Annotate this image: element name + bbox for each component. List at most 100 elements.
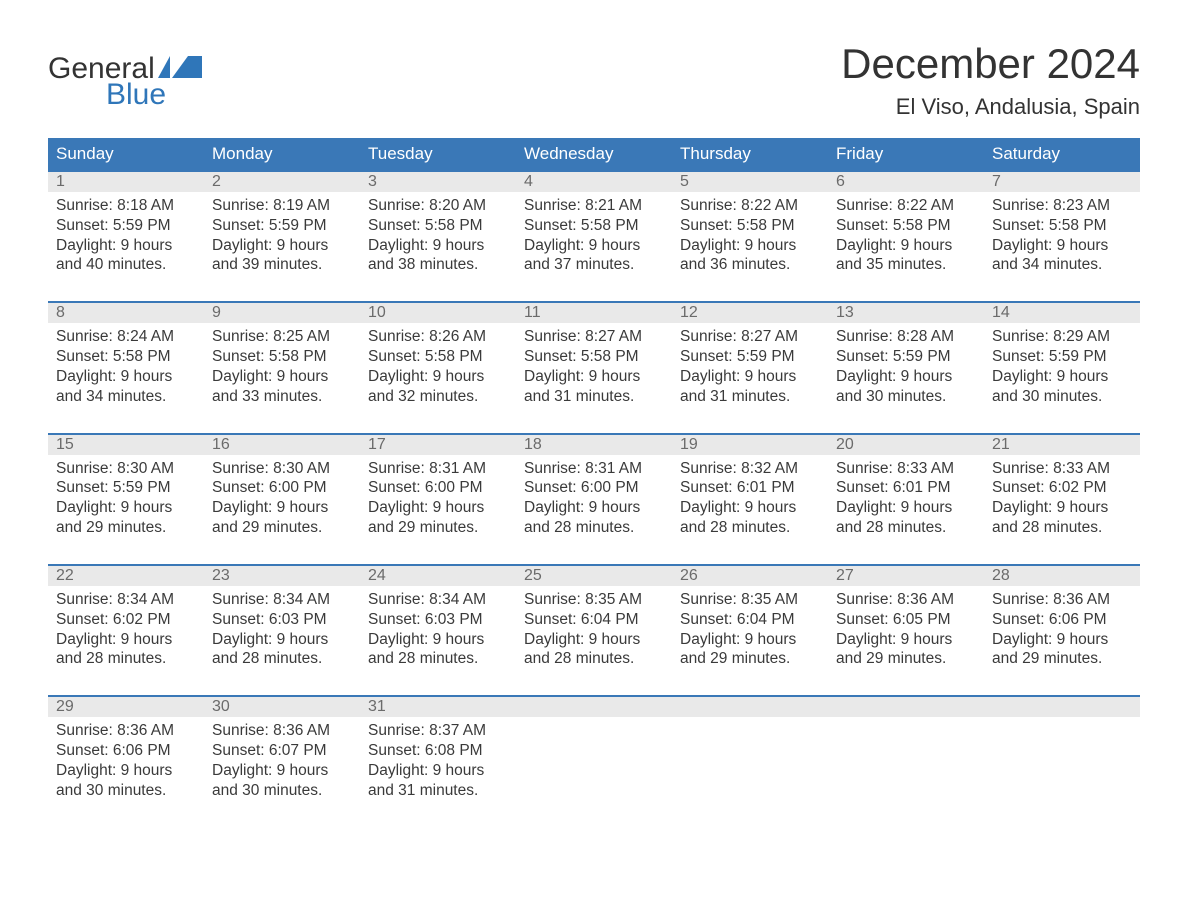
daylight-line-2: and 28 minutes. xyxy=(524,649,664,669)
day-cell: Sunrise: 8:31 AMSunset: 6:00 PMDaylight:… xyxy=(360,455,516,538)
sunset-line: Sunset: 5:58 PM xyxy=(368,347,508,367)
sunrise-line: Sunrise: 8:36 AM xyxy=(212,721,352,741)
daynum-strip: 293031 xyxy=(48,697,1140,717)
day-cell: Sunrise: 8:30 AMSunset: 5:59 PMDaylight:… xyxy=(48,455,204,538)
daylight-line-1: Daylight: 9 hours xyxy=(212,236,352,256)
daylight-line-1: Daylight: 9 hours xyxy=(836,498,976,518)
daylight-line-1: Daylight: 9 hours xyxy=(56,498,196,518)
daylight-line-1: Daylight: 9 hours xyxy=(368,630,508,650)
weekday-cell: Saturday xyxy=(984,138,1140,170)
daylight-line-1: Daylight: 9 hours xyxy=(524,630,664,650)
sunset-line: Sunset: 5:58 PM xyxy=(524,347,664,367)
daynum-cell xyxy=(516,697,672,717)
daynum-cell: 29 xyxy=(48,697,204,717)
daylight-line-1: Daylight: 9 hours xyxy=(368,498,508,518)
daylight-line-2: and 28 minutes. xyxy=(212,649,352,669)
sunrise-line: Sunrise: 8:30 AM xyxy=(56,459,196,479)
daylight-line-2: and 29 minutes. xyxy=(992,649,1132,669)
sunset-line: Sunset: 5:58 PM xyxy=(56,347,196,367)
sunset-line: Sunset: 5:59 PM xyxy=(56,478,196,498)
sunrise-line: Sunrise: 8:28 AM xyxy=(836,327,976,347)
daynum-cell: 10 xyxy=(360,303,516,323)
week-body-row: Sunrise: 8:30 AMSunset: 5:59 PMDaylight:… xyxy=(48,455,1140,564)
daynum-cell: 28 xyxy=(984,566,1140,586)
sunrise-line: Sunrise: 8:34 AM xyxy=(368,590,508,610)
sunset-line: Sunset: 5:58 PM xyxy=(836,216,976,236)
sunrise-line: Sunrise: 8:21 AM xyxy=(524,196,664,216)
logo: General Blue xyxy=(48,54,202,110)
daylight-line-2: and 38 minutes. xyxy=(368,255,508,275)
daylight-line-2: and 35 minutes. xyxy=(836,255,976,275)
daylight-line-2: and 40 minutes. xyxy=(56,255,196,275)
daylight-line-1: Daylight: 9 hours xyxy=(368,761,508,781)
sunset-line: Sunset: 6:00 PM xyxy=(524,478,664,498)
daylight-line-1: Daylight: 9 hours xyxy=(992,367,1132,387)
daynum-cell xyxy=(984,697,1140,717)
sunset-line: Sunset: 6:01 PM xyxy=(680,478,820,498)
location: El Viso, Andalusia, Spain xyxy=(841,94,1140,120)
day-cell: Sunrise: 8:34 AMSunset: 6:03 PMDaylight:… xyxy=(204,586,360,669)
sunrise-line: Sunrise: 8:31 AM xyxy=(368,459,508,479)
day-cell: Sunrise: 8:37 AMSunset: 6:08 PMDaylight:… xyxy=(360,717,516,800)
daylight-line-1: Daylight: 9 hours xyxy=(992,236,1132,256)
daynum-strip: 15161718192021 xyxy=(48,435,1140,455)
sunset-line: Sunset: 6:00 PM xyxy=(212,478,352,498)
daynum-cell: 7 xyxy=(984,172,1140,192)
sunset-line: Sunset: 6:03 PM xyxy=(368,610,508,630)
daylight-line-1: Daylight: 9 hours xyxy=(368,236,508,256)
day-cell: Sunrise: 8:32 AMSunset: 6:01 PMDaylight:… xyxy=(672,455,828,538)
sunset-line: Sunset: 5:58 PM xyxy=(524,216,664,236)
daylight-line-2: and 30 minutes. xyxy=(992,387,1132,407)
week-body-row: Sunrise: 8:18 AMSunset: 5:59 PMDaylight:… xyxy=(48,192,1140,301)
day-cell xyxy=(516,717,672,800)
sunset-line: Sunset: 6:02 PM xyxy=(992,478,1132,498)
daynum-cell: 17 xyxy=(360,435,516,455)
sunset-line: Sunset: 5:59 PM xyxy=(212,216,352,236)
daylight-line-1: Daylight: 9 hours xyxy=(836,367,976,387)
sunrise-line: Sunrise: 8:36 AM xyxy=(992,590,1132,610)
daylight-line-1: Daylight: 9 hours xyxy=(524,498,664,518)
daylight-line-2: and 39 minutes. xyxy=(212,255,352,275)
sunrise-line: Sunrise: 8:20 AM xyxy=(368,196,508,216)
daylight-line-1: Daylight: 9 hours xyxy=(524,236,664,256)
weeks-container: 1234567Sunrise: 8:18 AMSunset: 5:59 PMDa… xyxy=(48,170,1140,827)
daylight-line-1: Daylight: 9 hours xyxy=(56,630,196,650)
week-block: 22232425262728Sunrise: 8:34 AMSunset: 6:… xyxy=(48,564,1140,695)
sunset-line: Sunset: 6:08 PM xyxy=(368,741,508,761)
sunset-line: Sunset: 6:02 PM xyxy=(56,610,196,630)
sunset-line: Sunset: 5:59 PM xyxy=(680,347,820,367)
daynum-cell: 8 xyxy=(48,303,204,323)
daylight-line-2: and 30 minutes. xyxy=(212,781,352,801)
daylight-line-2: and 31 minutes. xyxy=(524,387,664,407)
daynum-cell: 2 xyxy=(204,172,360,192)
day-cell: Sunrise: 8:36 AMSunset: 6:07 PMDaylight:… xyxy=(204,717,360,800)
daylight-line-1: Daylight: 9 hours xyxy=(56,761,196,781)
sunset-line: Sunset: 6:06 PM xyxy=(56,741,196,761)
sunset-line: Sunset: 6:05 PM xyxy=(836,610,976,630)
day-cell: Sunrise: 8:34 AMSunset: 6:03 PMDaylight:… xyxy=(360,586,516,669)
daylight-line-2: and 28 minutes. xyxy=(524,518,664,538)
day-cell: Sunrise: 8:19 AMSunset: 5:59 PMDaylight:… xyxy=(204,192,360,275)
header: General Blue December 2024 El Viso, Anda… xyxy=(48,40,1140,120)
daylight-line-1: Daylight: 9 hours xyxy=(212,761,352,781)
daylight-line-2: and 28 minutes. xyxy=(368,649,508,669)
daylight-line-2: and 31 minutes. xyxy=(368,781,508,801)
day-cell xyxy=(984,717,1140,800)
daynum-cell: 27 xyxy=(828,566,984,586)
daylight-line-2: and 34 minutes. xyxy=(56,387,196,407)
sunrise-line: Sunrise: 8:34 AM xyxy=(212,590,352,610)
day-cell: Sunrise: 8:22 AMSunset: 5:58 PMDaylight:… xyxy=(828,192,984,275)
daynum-cell: 11 xyxy=(516,303,672,323)
sunrise-line: Sunrise: 8:36 AM xyxy=(56,721,196,741)
sunset-line: Sunset: 6:06 PM xyxy=(992,610,1132,630)
daylight-line-2: and 28 minutes. xyxy=(836,518,976,538)
week-block: 891011121314Sunrise: 8:24 AMSunset: 5:58… xyxy=(48,301,1140,432)
day-cell: Sunrise: 8:18 AMSunset: 5:59 PMDaylight:… xyxy=(48,192,204,275)
daynum-cell: 23 xyxy=(204,566,360,586)
title-block: December 2024 El Viso, Andalusia, Spain xyxy=(841,40,1140,120)
week-body-row: Sunrise: 8:24 AMSunset: 5:58 PMDaylight:… xyxy=(48,323,1140,432)
week-block: 15161718192021Sunrise: 8:30 AMSunset: 5:… xyxy=(48,433,1140,564)
daylight-line-2: and 37 minutes. xyxy=(524,255,664,275)
sunrise-line: Sunrise: 8:37 AM xyxy=(368,721,508,741)
calendar: SundayMondayTuesdayWednesdayThursdayFrid… xyxy=(48,138,1140,827)
